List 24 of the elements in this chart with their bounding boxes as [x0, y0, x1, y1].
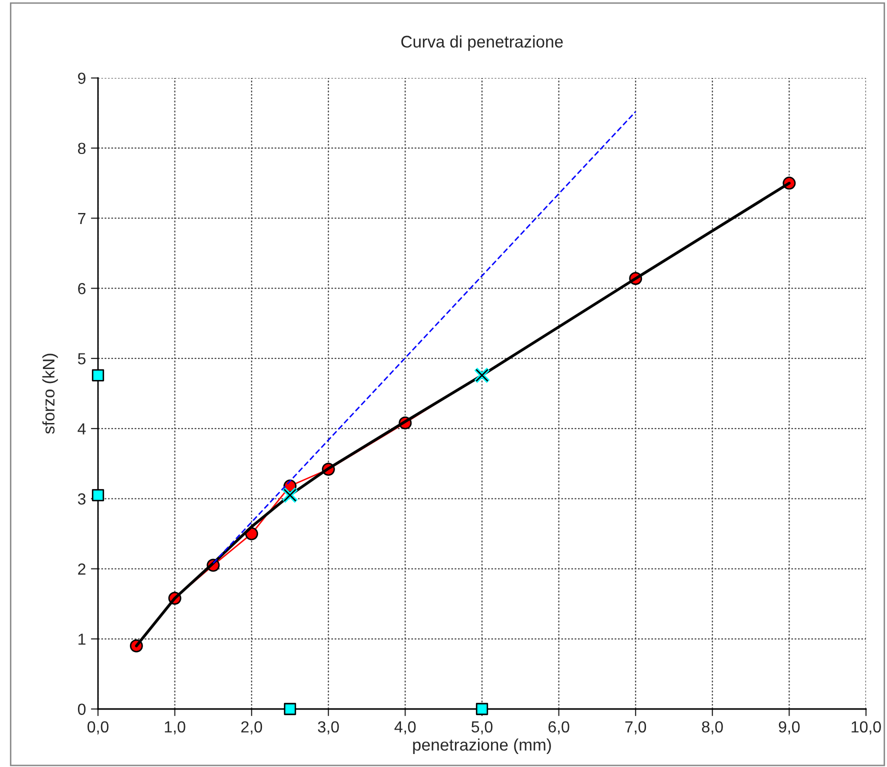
y-tick-label: 4 — [78, 423, 86, 434]
y-tick-label: 9 — [78, 72, 86, 84]
y-tick-label: 3 — [78, 493, 86, 505]
y-tick-label: 1 — [78, 634, 86, 645]
y-tick-label: 2 — [78, 563, 86, 575]
y-tick-label: 8 — [78, 142, 86, 154]
x-tick-label: 8,0 — [702, 721, 723, 734]
x-tick-label: 4,0 — [394, 721, 416, 734]
y-tick-label: 6 — [78, 282, 86, 294]
x-tick-label: 6,0 — [548, 721, 570, 734]
y-tick-label: 0 — [78, 704, 86, 715]
y-tick-label: 7 — [78, 213, 86, 224]
chart-title: Curva di penetrazione — [401, 35, 563, 51]
y-axis-title: sforzo (kN) — [42, 354, 58, 434]
x-tick-label: 0,0 — [88, 721, 108, 734]
y-tick-label: 5 — [78, 353, 86, 364]
x-tick-label: 9,0 — [778, 721, 800, 734]
x-tick-label: 10,0 — [852, 721, 881, 734]
x-axis-title: penetrazione (mm) — [413, 738, 551, 754]
x-tick-label: 1,0 — [164, 721, 186, 734]
x-tick-label: 5,0 — [472, 721, 492, 734]
x-tick-label: 7,0 — [625, 721, 646, 734]
x-tick-label: 2,0 — [241, 721, 262, 734]
x-tick-label: 3,0 — [318, 721, 339, 734]
